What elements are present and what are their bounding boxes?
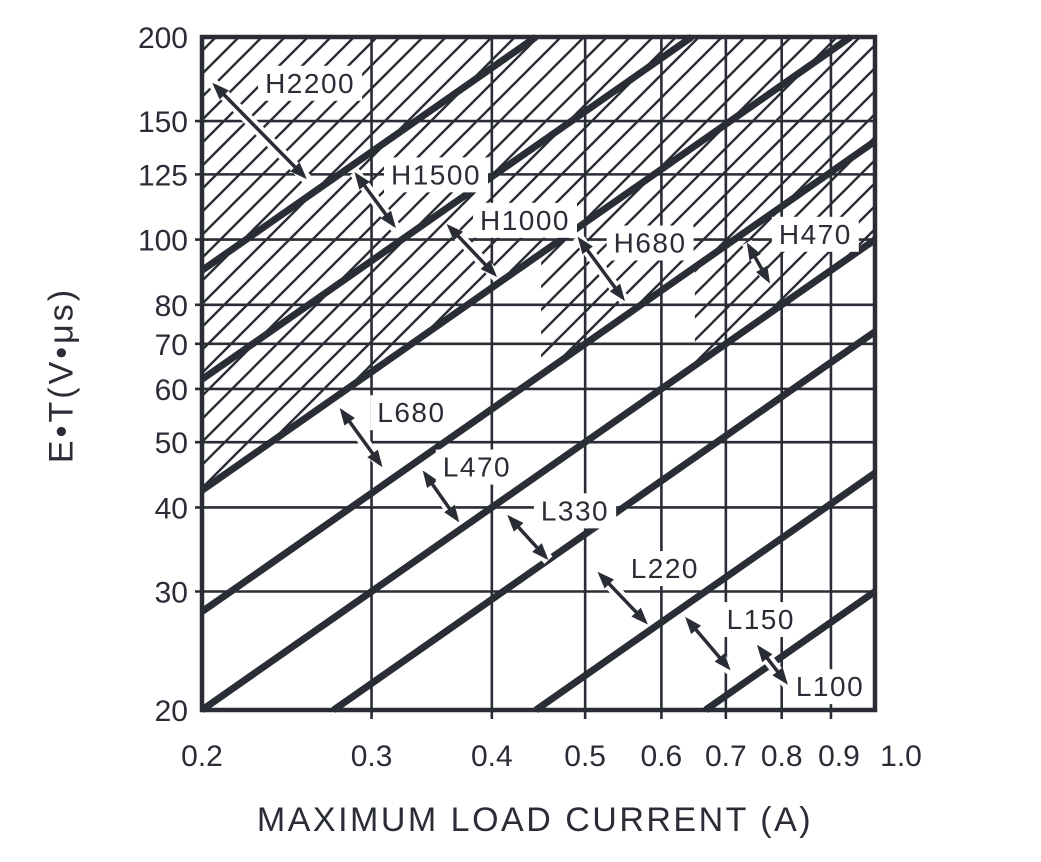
svg-text:L150: L150: [727, 604, 795, 635]
band-arrows: [208, 78, 793, 689]
svg-text:80: 80: [155, 290, 188, 323]
inductor-boundary-lines: [199, 34, 878, 713]
svg-text:0.5: 0.5: [564, 740, 606, 773]
svg-text:1.0: 1.0: [880, 740, 922, 773]
svg-text:0.2: 0.2: [181, 740, 223, 773]
svg-text:100: 100: [138, 225, 188, 258]
svg-text:L100: L100: [796, 671, 864, 702]
svg-text:H680: H680: [614, 228, 687, 259]
svg-text:0.4: 0.4: [471, 740, 513, 773]
svg-text:50: 50: [155, 427, 188, 460]
svg-text:60: 60: [155, 374, 188, 407]
svg-text:L470: L470: [443, 452, 511, 483]
svg-text:0.7: 0.7: [705, 740, 747, 773]
band-labels: H2200 H1500 H1000 H680 H470 L680 L470 L330 L220 L…: [258, 65, 872, 705]
svg-text:H1000: H1000: [480, 205, 570, 236]
x-tick-labels: 0.2 0.3 0.4 0.5 0.6 0.7 0.8 0.9 1.0: [181, 740, 922, 773]
svg-text:20: 20: [155, 695, 188, 728]
svg-text:40: 40: [155, 492, 188, 525]
svg-text:0.6: 0.6: [641, 740, 683, 773]
svg-text:0.9: 0.9: [818, 740, 860, 773]
svg-text:L330: L330: [541, 495, 609, 526]
svg-text:H470: H470: [779, 219, 852, 250]
svg-text:30: 30: [155, 576, 188, 609]
svg-text:200: 200: [138, 22, 188, 55]
svg-text:L680: L680: [377, 397, 445, 428]
svg-text:H1500: H1500: [391, 159, 481, 190]
y-axis-title: E•T(V•μs): [42, 286, 81, 464]
svg-text:150: 150: [138, 106, 188, 139]
svg-text:L220: L220: [631, 553, 699, 584]
svg-text:70: 70: [155, 329, 188, 362]
svg-text:125: 125: [138, 159, 188, 192]
x-axis-title: MAXIMUM LOAD CURRENT (A): [256, 801, 814, 839]
svg-text:0.8: 0.8: [761, 740, 803, 773]
y-tick-labels: 200 150 125 100 80 70 60 50 40 30 20: [138, 22, 188, 728]
plot-border: [199, 34, 878, 713]
svg-text:0.3: 0.3: [351, 740, 393, 773]
svg-text:H2200: H2200: [265, 68, 355, 99]
